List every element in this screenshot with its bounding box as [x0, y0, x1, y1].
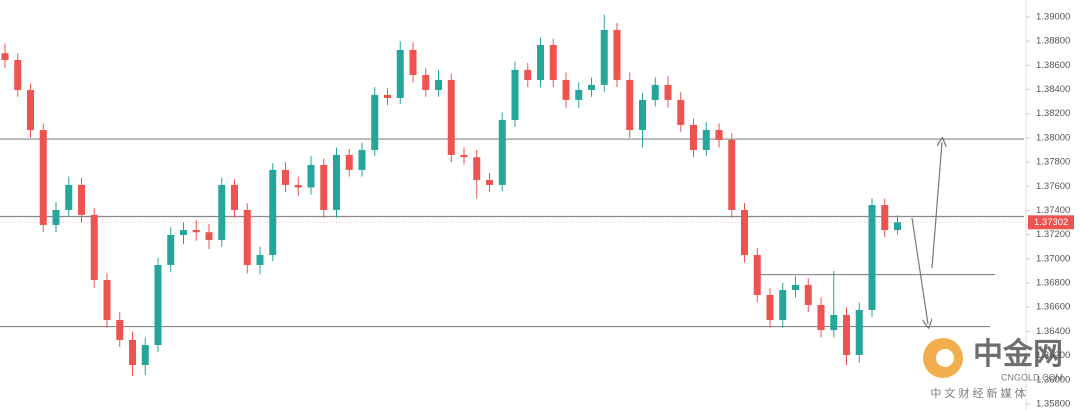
candle-body	[358, 149, 366, 170]
candle-body	[167, 234, 175, 265]
brand: 中金网	[973, 337, 1063, 371]
candle-body	[1, 53, 9, 60]
candle-body	[52, 209, 60, 225]
candle-body	[779, 290, 787, 321]
candle-body	[715, 130, 723, 140]
candle-body	[218, 184, 226, 240]
candle-body	[90, 214, 98, 280]
candle-body	[868, 205, 876, 310]
candle-body	[205, 232, 213, 240]
candle-body	[830, 314, 838, 331]
y-tick-label: 1.39000	[1036, 11, 1070, 22]
candle-body	[766, 294, 774, 321]
candle-body	[702, 130, 710, 150]
candle-body	[14, 59, 22, 90]
site: CNGOLD.COM	[1001, 372, 1063, 382]
y-tick-label: 1.36200	[1036, 350, 1070, 361]
candle-body	[651, 84, 659, 100]
candle-body	[78, 184, 85, 215]
candle-body	[817, 305, 825, 331]
y-tick-label: 1.38000	[1036, 132, 1070, 143]
candle-body	[588, 84, 595, 90]
candle-body	[753, 254, 761, 295]
candle-body	[371, 94, 379, 150]
candle-body	[103, 279, 111, 321]
candle-body	[511, 69, 519, 120]
candle-body	[537, 44, 544, 80]
candle-body	[677, 99, 685, 125]
candle-body	[435, 79, 442, 90]
candle-body	[141, 345, 149, 366]
candle-body	[307, 164, 315, 188]
candle-body	[690, 124, 697, 150]
candle-body	[333, 154, 340, 210]
candle-body	[345, 154, 353, 170]
y-tick-label: 1.36600	[1036, 302, 1070, 313]
arrow-up	[931, 142, 942, 269]
candle-body	[27, 89, 34, 131]
candle-body	[320, 164, 328, 210]
candle-body	[575, 89, 583, 100]
candle-body	[65, 184, 73, 210]
candle-body	[282, 169, 289, 185]
y-tick-label: 1.37000	[1036, 253, 1070, 264]
candle-body	[256, 254, 264, 265]
candle-body	[792, 284, 799, 291]
y-tick-label: 1.37800	[1036, 157, 1070, 168]
candle-body	[129, 339, 136, 366]
y-tick-label: 1.36400	[1036, 326, 1070, 337]
y-tick-label: 1.35800	[1036, 398, 1070, 409]
candle-body	[549, 44, 557, 80]
candle-body	[231, 184, 238, 210]
plot: 1.35800 1.36000 1.36200 1.36400 1.36600 1.368…	[0, 11, 1074, 409]
watermark: 中金网 CNGOLD.COM 中 文 财 经 新 媒 体	[923, 337, 1063, 400]
y-tick-label: 1.37400	[1036, 205, 1070, 216]
candle-body	[639, 99, 646, 131]
candle-body	[180, 230, 187, 235]
candle-body	[855, 309, 863, 355]
y-tick-label: 1.36000	[1036, 374, 1070, 385]
candle-body	[473, 157, 481, 180]
candle-body	[741, 209, 748, 255]
candle-body	[728, 139, 736, 210]
candle-body	[626, 79, 634, 131]
last-price-tag	[1028, 215, 1074, 230]
y-tick-label: 1.37200	[1036, 229, 1070, 240]
candle-body	[396, 49, 404, 98]
candle-body	[154, 264, 162, 346]
candle-body	[243, 209, 251, 265]
y-tick-label: 1.38400	[1036, 84, 1070, 95]
candle-body	[116, 320, 124, 340]
candle-body	[294, 184, 302, 188]
y-tick-label: 1.38200	[1036, 108, 1070, 119]
candle-body	[804, 284, 812, 306]
candle-body	[39, 130, 47, 225]
candle-body	[409, 49, 417, 75]
y-tick-label: 1.38800	[1036, 36, 1070, 47]
candle-body	[269, 169, 277, 255]
candle-body	[881, 205, 889, 231]
candle-body	[664, 84, 672, 100]
candle-body	[422, 74, 430, 90]
candle-body	[384, 94, 391, 98]
last-price-label: 1.37302	[1034, 217, 1068, 228]
candle-body	[498, 119, 506, 185]
candle-body	[486, 179, 493, 185]
candle-body	[613, 29, 621, 80]
tagline: 中 文 财 经 新 媒 体	[930, 386, 1025, 400]
candle-body	[562, 79, 570, 100]
candle-body	[447, 79, 455, 155]
logo-inner	[936, 349, 954, 367]
arrow-down	[911, 217, 928, 324]
candle-body	[524, 69, 532, 80]
candle-body	[192, 230, 200, 233]
y-tick-label: 1.36800	[1036, 278, 1070, 289]
candle-body	[894, 222, 901, 231]
candle-body	[460, 154, 468, 158]
y-tick-label: 1.38600	[1036, 60, 1070, 71]
candle-body	[843, 314, 850, 355]
candle-body	[600, 29, 608, 85]
y-tick-label: 1.37600	[1036, 181, 1070, 192]
